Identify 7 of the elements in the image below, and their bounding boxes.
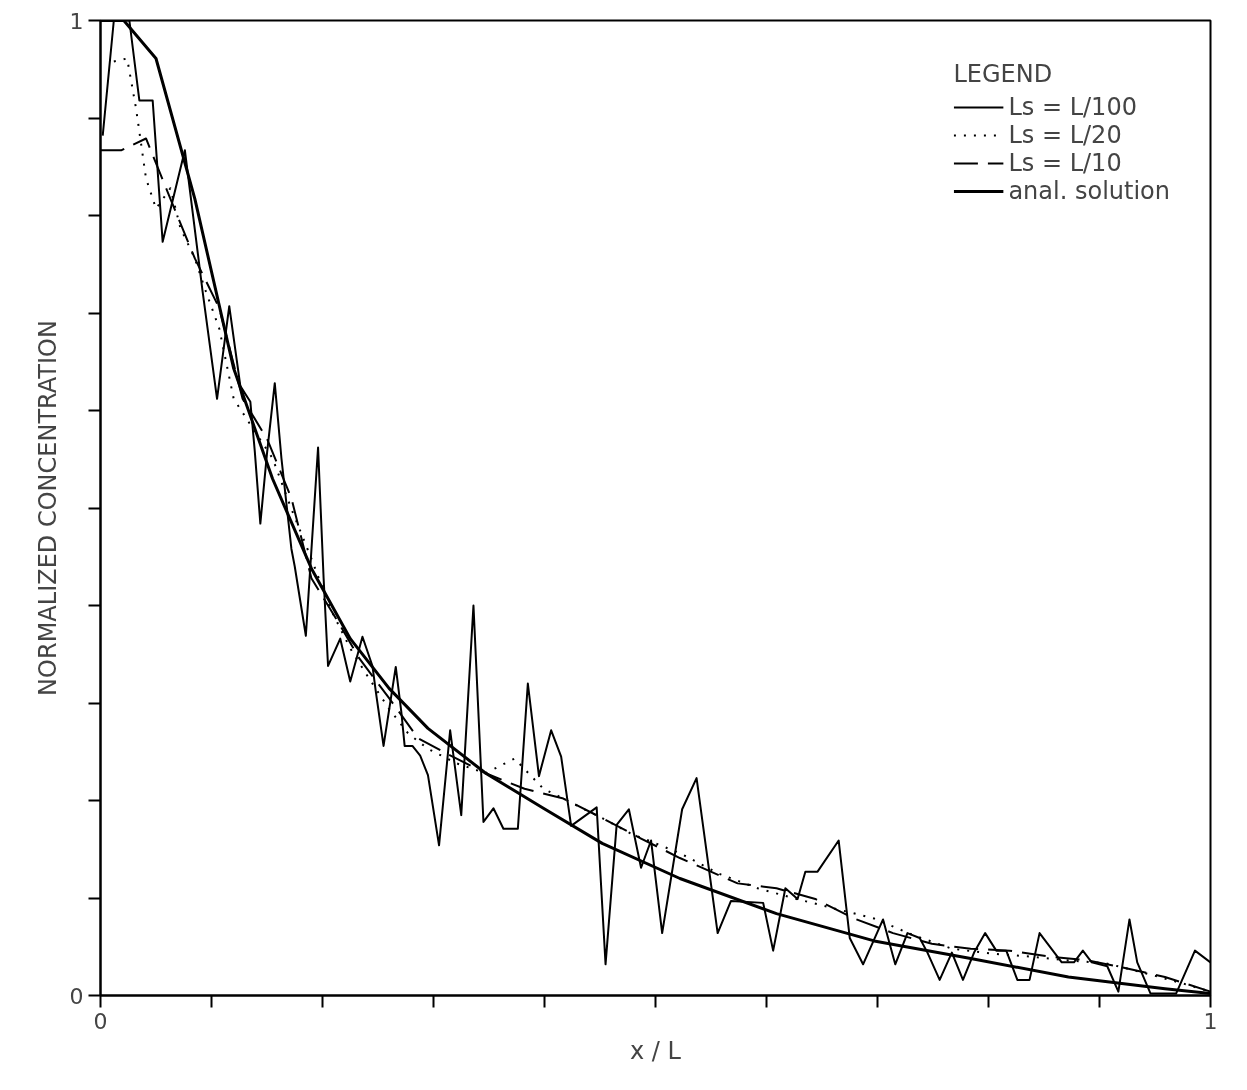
legend-label: Ls = L/100	[1008, 93, 1137, 121]
legend-label: Ls = L/20	[1008, 121, 1122, 149]
legend-label: anal. solution	[1008, 177, 1170, 205]
x-axis-title: x / L	[630, 1036, 682, 1065]
legend-title: LEGEND	[953, 60, 1054, 88]
legend-label: Ls = L/10	[1008, 149, 1122, 177]
y-axis-title: NORMALIZED CONCENTRATION	[33, 320, 62, 696]
